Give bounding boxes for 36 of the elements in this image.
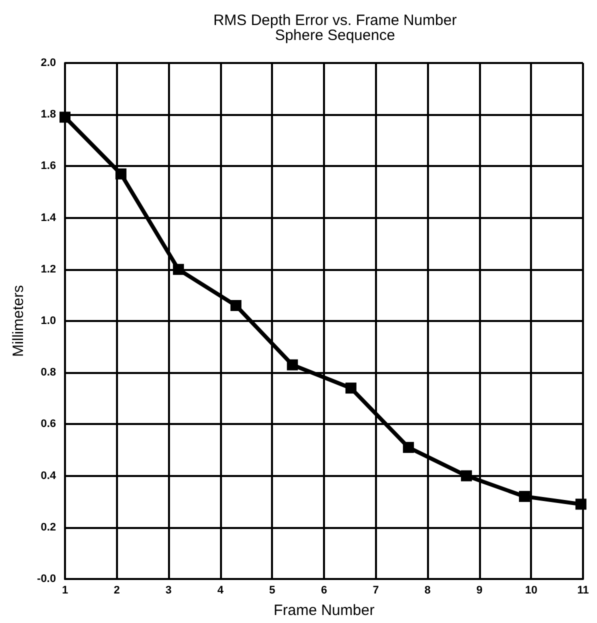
point (402, 442, 414, 453)
x-tick-label: 1 (62, 584, 68, 596)
x-tick-label: 5 (269, 584, 276, 596)
point (115, 168, 126, 180)
y-tick-label: 0.6 (40, 418, 56, 430)
point (460, 470, 472, 482)
x-tick-label: 2 (114, 584, 120, 596)
y-tick-label: 0.8 (40, 366, 56, 379)
x-tick-label: 9 (476, 584, 482, 596)
y-tick-label: 1.6 (40, 160, 56, 172)
x-tick-label: 8 (424, 584, 431, 596)
x-axis-title: Frame Number (274, 602, 374, 619)
point (345, 382, 356, 394)
point (518, 490, 530, 502)
y-tick-label: 0.4 (40, 470, 57, 482)
y-tick-label: 1.2 (40, 263, 56, 276)
y-axis-title: Millimeters (10, 285, 28, 357)
point (172, 264, 184, 275)
y-tick-label: 2.0 (40, 57, 56, 69)
x-tick-label: 10 (525, 584, 538, 596)
point (286, 359, 298, 370)
x-tick-label: 4 (217, 584, 224, 596)
y-tick-label: 1.8 (40, 108, 56, 121)
x-tick-label: 11 (577, 584, 589, 596)
y-tick-label: 1.4 (40, 212, 57, 224)
chart-title: RMS Depth Error vs. Frame Number (213, 12, 457, 29)
x-tick-label: 7 (372, 584, 379, 596)
y-tick-label: 0.2 (40, 521, 56, 534)
point (230, 300, 242, 312)
y-tick-label: -0.0 (37, 573, 56, 585)
point (575, 498, 586, 510)
point (60, 112, 70, 123)
chart-subtitle: Sphere Sequence (274, 27, 396, 44)
x-tick-label: 6 (320, 584, 328, 596)
y-tick-label: 1.0 (40, 315, 56, 327)
x-tick-label: 3 (166, 584, 172, 596)
